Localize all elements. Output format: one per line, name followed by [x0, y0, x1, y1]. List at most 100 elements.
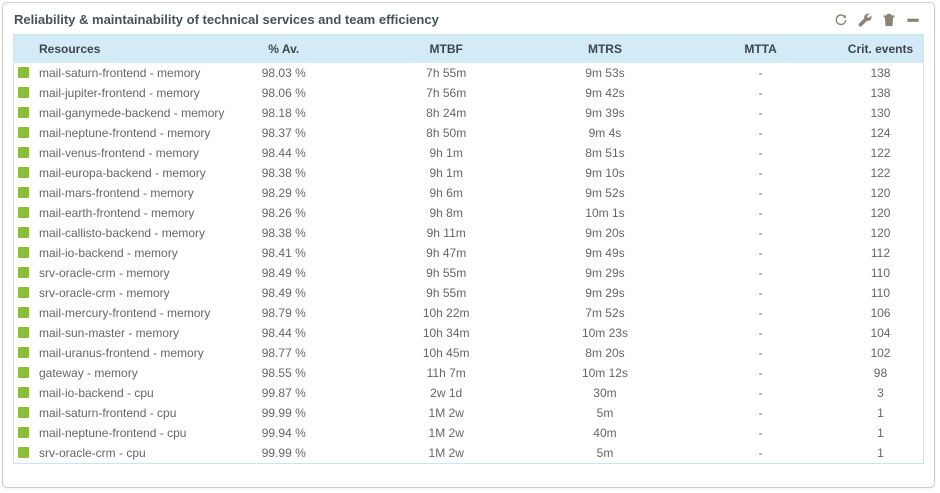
resource-name: mail-callisto-backend - memory	[39, 226, 206, 240]
widget-toolbar	[834, 13, 920, 27]
column-header-mtbf[interactable]: MTBF	[365, 34, 527, 63]
column-header-availability[interactable]: % Av.	[201, 34, 366, 63]
widget-title: Reliability & maintainability of technic…	[14, 12, 439, 27]
cell-availability: 98.44 %	[201, 323, 366, 343]
table-row[interactable]: mail-saturn-frontend - cpu 99.99 % 1M 2w 5m…	[13, 403, 924, 423]
cell-crit: 124	[837, 123, 924, 143]
cell-mtbf: 9h 1m	[365, 143, 527, 163]
resource-name: mail-venus-frontend - memory	[39, 146, 200, 160]
status-square-icon	[18, 187, 29, 198]
table-row[interactable]: mail-jupiter-frontend - memory 98.06 % 7h …	[13, 83, 924, 103]
cell-crit: 138	[837, 63, 924, 83]
status-square-icon	[18, 207, 29, 218]
status-square-icon	[18, 127, 29, 138]
column-header-crit[interactable]: Crit. events	[837, 34, 924, 63]
cell-resource: mail-neptune-frontend - memory	[13, 123, 210, 143]
cell-mtta: -	[683, 423, 838, 443]
status-square-icon	[18, 387, 29, 398]
table-row[interactable]: gateway - memory 98.55 % 11h 7m 10m 12s -98	[13, 363, 924, 383]
cell-crit: 3	[837, 383, 924, 403]
reliability-table: Resources% Av. MTBF MTRS MTTA Crit. events m…	[13, 34, 924, 464]
resource-name: mail-uranus-frontend - memory	[39, 346, 204, 360]
cell-mtbf: 7h 56m	[365, 83, 527, 103]
refresh-icon[interactable]	[834, 13, 848, 27]
table-row[interactable]: srv-oracle-crm - memory 98.49 % 9h 55m 9m 2…	[13, 263, 924, 283]
table-row[interactable]: mail-saturn-frontend - memory 98.03 % 7h 5…	[13, 63, 924, 83]
widget-panel: Reliability & maintainability of technic…	[2, 2, 935, 488]
resource-name: mail-jupiter-frontend - memory	[39, 86, 200, 100]
wrench-icon[interactable]	[858, 13, 872, 27]
column-header-mtrs[interactable]: MTRS	[526, 34, 684, 63]
cell-mtrs: 10m 12s	[526, 363, 684, 383]
cell-crit: 104	[837, 323, 924, 343]
table-row[interactable]: mail-earth-frontend - memory 98.26 % 9h 8m…	[13, 203, 924, 223]
cell-availability: 98.49 %	[201, 283, 366, 303]
table-row[interactable]: mail-mars-frontend - memory 98.29 % 9h 6m 9…	[13, 183, 924, 203]
table-row[interactable]: mail-sun-master - memory 98.44 % 10h 34m 10…	[13, 323, 924, 343]
cell-mtbf: 9h 55m	[365, 283, 527, 303]
cell-mtrs: 5m	[526, 443, 684, 464]
column-header-mtta[interactable]: MTTA	[683, 34, 838, 63]
table-header-row: Resources% Av. MTBF MTRS MTTA Crit. events	[13, 34, 924, 63]
table-row[interactable]: mail-mercury-frontend - memory 98.79 % 10h…	[13, 303, 924, 323]
table-row[interactable]: mail-io-backend - memory 98.41 % 9h 47m 9m …	[13, 243, 924, 263]
cell-mtbf: 1M 2w	[365, 443, 527, 464]
cell-mtrs: 8m 51s	[526, 143, 684, 163]
cell-mtrs: 7m 52s	[526, 303, 684, 323]
table-row[interactable]: srv-oracle-crm - memory 98.49 % 9h 55m 9m 2…	[13, 283, 924, 303]
cell-mtta: -	[683, 323, 838, 343]
cell-crit: 1	[837, 403, 924, 423]
cell-resource: mail-neptune-frontend - cpu	[13, 423, 202, 443]
cell-availability: 98.37 %	[201, 123, 366, 143]
cell-mtta: -	[683, 203, 838, 223]
cell-mtrs: 9m 52s	[526, 183, 684, 203]
table-row[interactable]: mail-ganymede-backend - memory 98.18 % 8h …	[13, 103, 924, 123]
status-square-icon	[18, 87, 29, 98]
cell-mtbf: 10h 34m	[365, 323, 527, 343]
status-square-icon	[18, 407, 29, 418]
cell-mtbf: 10h 22m	[365, 303, 527, 323]
table-row[interactable]: mail-europa-backend - memory 98.38 % 9h 1m…	[13, 163, 924, 183]
cell-resource: mail-io-backend - memory	[13, 243, 202, 263]
cell-mtrs: 5m	[526, 403, 684, 423]
cell-availability: 98.44 %	[201, 143, 366, 163]
cell-mtta: -	[683, 263, 838, 283]
resource-name: mail-neptune-frontend - cpu	[39, 426, 187, 440]
column-header-resource[interactable]: Resources	[13, 34, 202, 63]
trash-icon[interactable]	[882, 13, 896, 27]
cell-resource: mail-uranus-frontend - memory	[13, 343, 204, 363]
table-row[interactable]: mail-callisto-backend - memory 98.38 % 9h …	[13, 223, 924, 243]
cell-mtbf: 9h 55m	[365, 263, 527, 283]
cell-resource: srv-oracle-crm - memory	[13, 263, 202, 283]
resource-name: srv-oracle-crm - memory	[39, 286, 170, 300]
cell-mtta: -	[683, 223, 838, 243]
resource-name: mail-neptune-frontend - memory	[39, 126, 211, 140]
table-row[interactable]: mail-uranus-frontend - memory 98.77 % 10h …	[13, 343, 924, 363]
cell-mtbf: 7h 55m	[365, 63, 527, 83]
resource-name: srv-oracle-crm - memory	[39, 266, 170, 280]
minimize-icon[interactable]	[906, 13, 920, 27]
resource-name: mail-mercury-frontend - memory	[39, 306, 211, 320]
cell-resource: mail-europa-backend - memory	[13, 163, 206, 183]
resource-name: mail-earth-frontend - memory	[39, 206, 195, 220]
status-square-icon	[18, 347, 29, 358]
resource-name: mail-io-backend - cpu	[39, 386, 154, 400]
table-row[interactable]: mail-venus-frontend - memory 98.44 % 9h 1m…	[13, 143, 924, 163]
cell-availability: 99.99 %	[201, 443, 366, 464]
cell-mtrs: 8m 20s	[526, 343, 684, 363]
cell-crit: 138	[837, 83, 924, 103]
table-row[interactable]: srv-oracle-crm - cpu 99.99 % 1M 2w 5m -1	[13, 443, 924, 464]
table-row[interactable]: mail-neptune-frontend - cpu 99.94 % 1M 2w 4…	[13, 423, 924, 443]
table-row[interactable]: mail-io-backend - cpu 99.87 % 2w 1d 30m -3	[13, 383, 924, 403]
table-row[interactable]: mail-neptune-frontend - memory 98.37 % 8h …	[13, 123, 924, 143]
resource-name: mail-ganymede-backend - memory	[39, 106, 225, 120]
cell-availability: 98.26 %	[201, 203, 366, 223]
status-square-icon	[18, 167, 29, 178]
cell-mtrs: 9m 29s	[526, 283, 684, 303]
cell-resource: mail-ganymede-backend - memory	[13, 103, 224, 123]
cell-availability: 98.18 %	[201, 103, 366, 123]
cell-mtbf: 2w 1d	[365, 383, 527, 403]
cell-mtrs: 9m 49s	[526, 243, 684, 263]
cell-mtta: -	[683, 103, 838, 123]
cell-crit: 1	[837, 423, 924, 443]
